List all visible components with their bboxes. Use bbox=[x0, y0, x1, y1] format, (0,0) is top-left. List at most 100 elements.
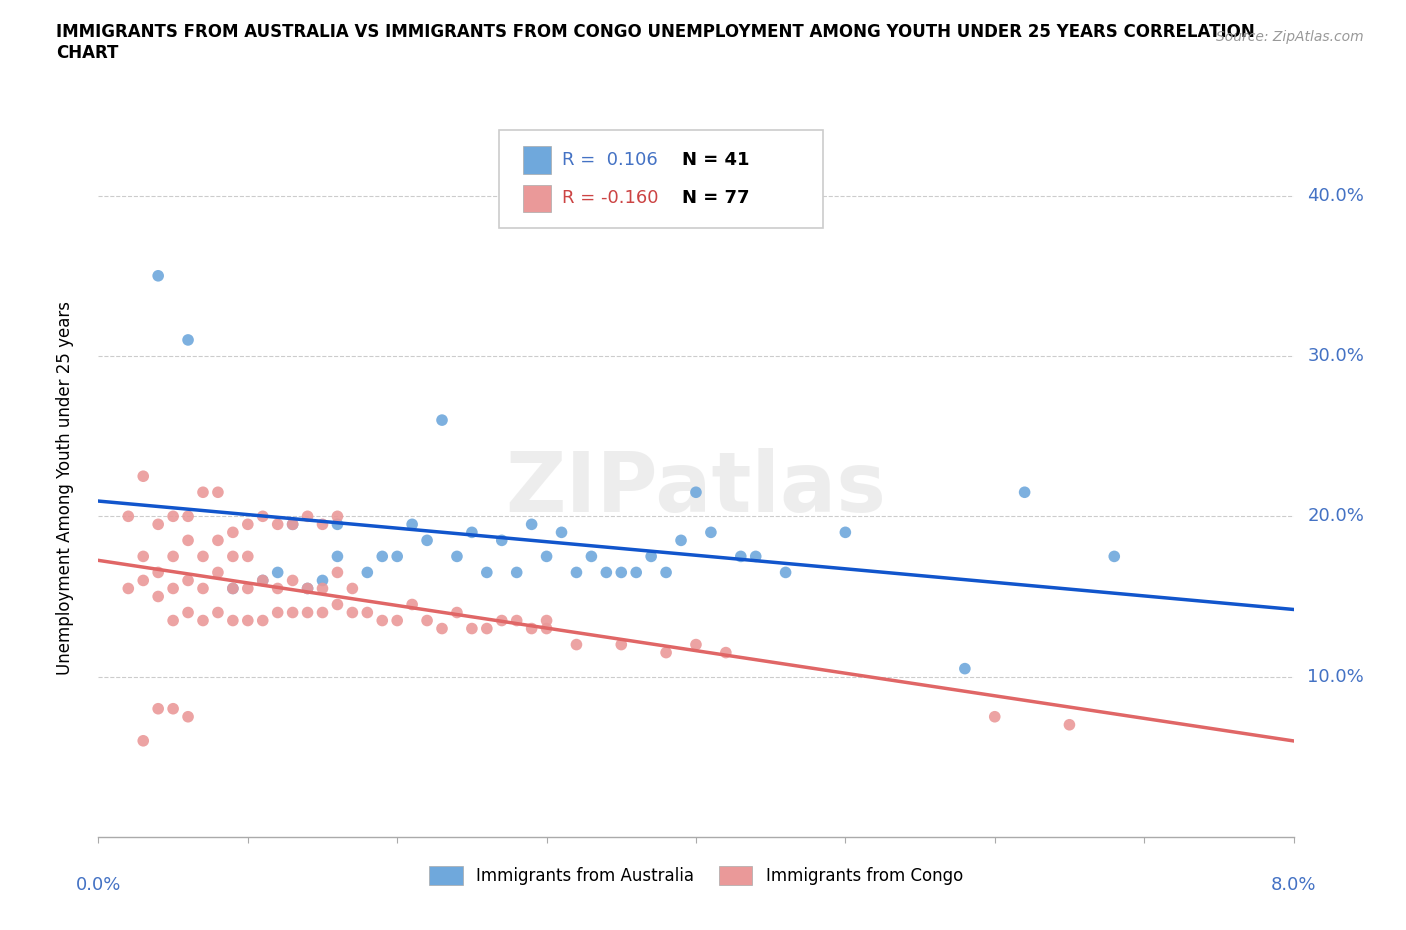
Point bbox=[252, 573, 274, 588]
Point bbox=[461, 525, 484, 539]
Point bbox=[222, 581, 245, 596]
Point bbox=[491, 533, 513, 548]
Point bbox=[610, 637, 633, 652]
Point bbox=[475, 565, 498, 580]
Text: N = 77: N = 77 bbox=[682, 190, 749, 207]
Point bbox=[177, 605, 200, 620]
Point bbox=[297, 605, 319, 620]
Point bbox=[162, 509, 184, 524]
Point bbox=[730, 549, 752, 564]
Point bbox=[297, 581, 319, 596]
Text: 30.0%: 30.0% bbox=[1308, 347, 1364, 365]
Point bbox=[1102, 549, 1125, 564]
Point bbox=[475, 621, 498, 636]
Point bbox=[655, 645, 678, 660]
Point bbox=[132, 573, 155, 588]
Point bbox=[132, 734, 155, 749]
Point bbox=[714, 645, 737, 660]
Point bbox=[326, 565, 349, 580]
Point bbox=[207, 485, 229, 499]
Point bbox=[953, 661, 976, 676]
Point bbox=[222, 613, 245, 628]
Point bbox=[148, 517, 170, 532]
Point bbox=[401, 597, 423, 612]
Point bbox=[536, 613, 558, 628]
Point bbox=[222, 549, 245, 564]
Point bbox=[356, 605, 378, 620]
Point bbox=[207, 605, 229, 620]
Text: 0.0%: 0.0% bbox=[76, 876, 121, 894]
Point bbox=[745, 549, 768, 564]
Point bbox=[207, 565, 229, 580]
Point bbox=[311, 517, 333, 532]
Point bbox=[342, 581, 364, 596]
Point bbox=[207, 533, 229, 548]
Point bbox=[162, 549, 184, 564]
Point bbox=[595, 565, 617, 580]
Point bbox=[117, 509, 139, 524]
Point bbox=[565, 637, 588, 652]
Point bbox=[342, 605, 364, 620]
Point bbox=[685, 637, 707, 652]
Point bbox=[1014, 485, 1036, 499]
Point bbox=[669, 533, 692, 548]
Point bbox=[536, 621, 558, 636]
Point bbox=[281, 573, 304, 588]
Point bbox=[177, 573, 200, 588]
Point bbox=[191, 581, 214, 596]
Point bbox=[326, 597, 349, 612]
Point bbox=[162, 613, 184, 628]
Point bbox=[162, 701, 184, 716]
Point bbox=[326, 517, 349, 532]
Point bbox=[356, 565, 378, 580]
Point bbox=[311, 573, 333, 588]
Legend: Immigrants from Australia, Immigrants from Congo: Immigrants from Australia, Immigrants fr… bbox=[423, 859, 969, 892]
Point bbox=[177, 333, 200, 348]
Point bbox=[148, 269, 170, 284]
Point bbox=[385, 613, 409, 628]
Point bbox=[655, 565, 678, 580]
Point bbox=[267, 517, 290, 532]
Point bbox=[132, 549, 155, 564]
Point bbox=[461, 621, 484, 636]
Point bbox=[148, 565, 170, 580]
Point bbox=[236, 517, 259, 532]
Point bbox=[565, 565, 588, 580]
Text: Source: ZipAtlas.com: Source: ZipAtlas.com bbox=[1216, 30, 1364, 44]
Point bbox=[236, 613, 259, 628]
Point bbox=[222, 581, 245, 596]
Text: 8.0%: 8.0% bbox=[1271, 876, 1316, 894]
Point bbox=[252, 573, 274, 588]
Point bbox=[326, 509, 349, 524]
Point bbox=[550, 525, 572, 539]
Text: ZIPatlas: ZIPatlas bbox=[506, 447, 886, 529]
Point bbox=[267, 581, 290, 596]
Point bbox=[581, 549, 603, 564]
Point bbox=[1059, 717, 1081, 732]
Text: 40.0%: 40.0% bbox=[1308, 187, 1364, 205]
Point bbox=[446, 605, 468, 620]
Point bbox=[775, 565, 797, 580]
Point bbox=[191, 549, 214, 564]
Text: R = -0.160: R = -0.160 bbox=[562, 190, 659, 207]
Point bbox=[222, 525, 245, 539]
Point bbox=[177, 533, 200, 548]
Point bbox=[297, 581, 319, 596]
Point bbox=[416, 533, 439, 548]
Point bbox=[132, 469, 155, 484]
Point bbox=[983, 710, 1005, 724]
Point bbox=[520, 621, 543, 636]
Point bbox=[117, 581, 139, 596]
Text: R =  0.106: R = 0.106 bbox=[562, 151, 658, 168]
Point bbox=[311, 581, 333, 596]
Point bbox=[267, 565, 290, 580]
Point bbox=[252, 613, 274, 628]
Point bbox=[177, 710, 200, 724]
Point bbox=[385, 549, 409, 564]
Point bbox=[536, 549, 558, 564]
Point bbox=[162, 581, 184, 596]
Point bbox=[430, 621, 453, 636]
Point bbox=[281, 605, 304, 620]
Point bbox=[252, 509, 274, 524]
Point bbox=[191, 613, 214, 628]
